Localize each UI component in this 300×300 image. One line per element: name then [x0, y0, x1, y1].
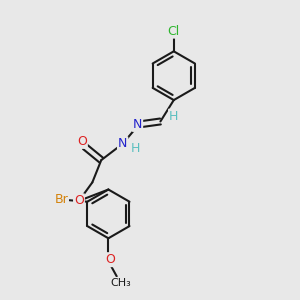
Text: CH₃: CH₃ — [110, 278, 131, 288]
Text: N: N — [118, 137, 127, 150]
Text: Br: Br — [54, 194, 68, 206]
Text: Cl: Cl — [168, 25, 180, 38]
Text: N: N — [133, 118, 142, 131]
Text: H: H — [169, 110, 178, 123]
Text: O: O — [74, 194, 84, 207]
Text: H: H — [130, 142, 140, 155]
Text: O: O — [105, 253, 115, 266]
Text: O: O — [77, 135, 87, 148]
